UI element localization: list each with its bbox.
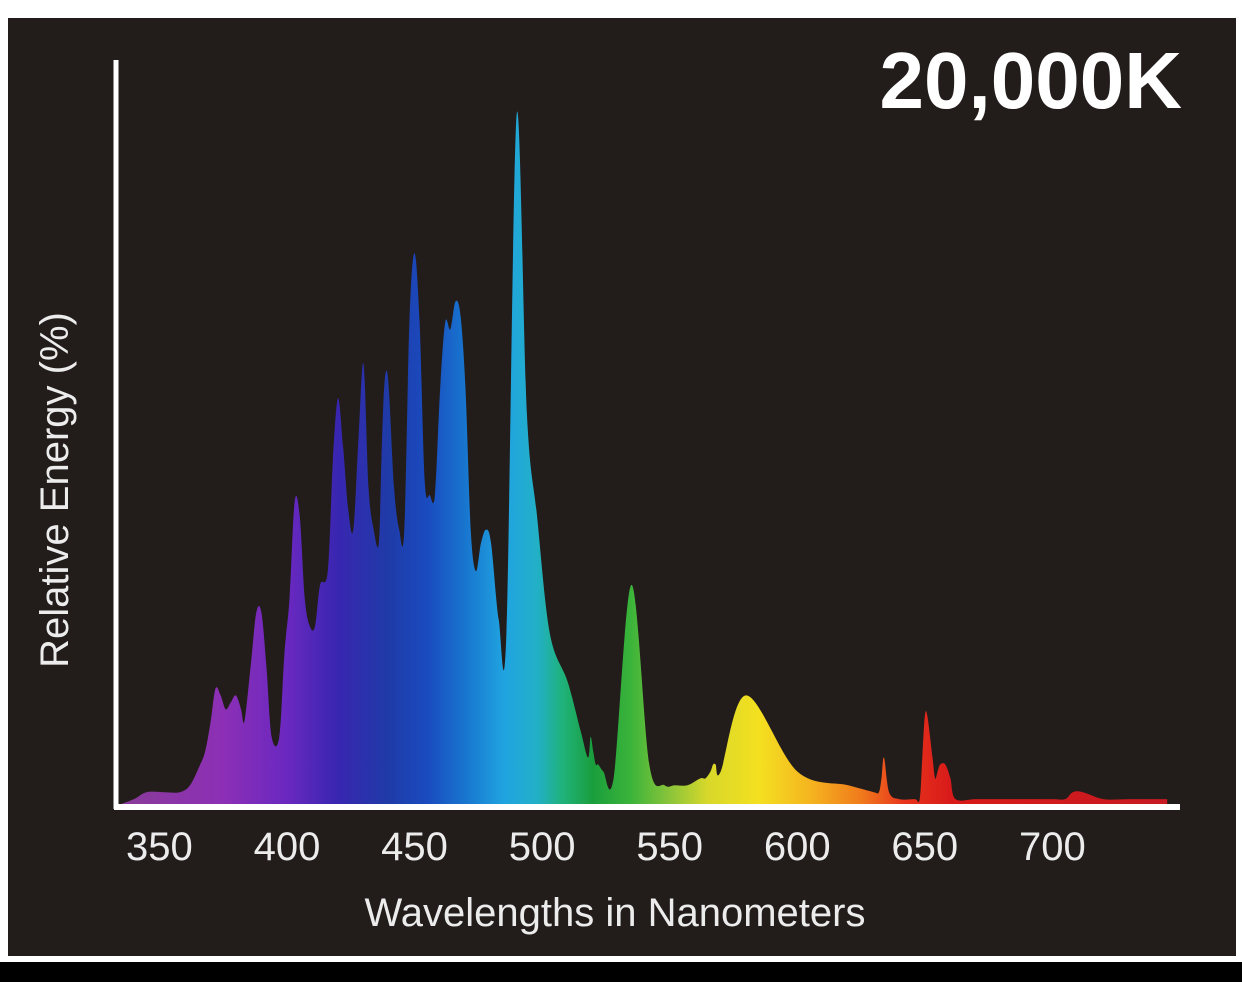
- x-tick-labels: 350 400 450 500 550 600 650 700: [126, 825, 1086, 869]
- x-tick-label: 650: [891, 825, 958, 869]
- y-axis-label: Relative Energy (%): [33, 312, 77, 668]
- chart-title: 20,000K: [880, 36, 1183, 125]
- x-tick-label: 450: [381, 825, 448, 869]
- spectrum-area-series: [116, 111, 1168, 807]
- x-tick-label: 350: [126, 825, 193, 869]
- x-tick-label: 400: [254, 825, 321, 869]
- x-tick-label: 700: [1019, 825, 1086, 869]
- bottom-border: [0, 962, 1242, 982]
- x-tick-label: 550: [636, 825, 703, 869]
- x-axis-label: Wavelengths in Nanometers: [365, 891, 866, 935]
- x-tick-label: 500: [509, 825, 576, 869]
- x-tick-label: 600: [764, 825, 831, 869]
